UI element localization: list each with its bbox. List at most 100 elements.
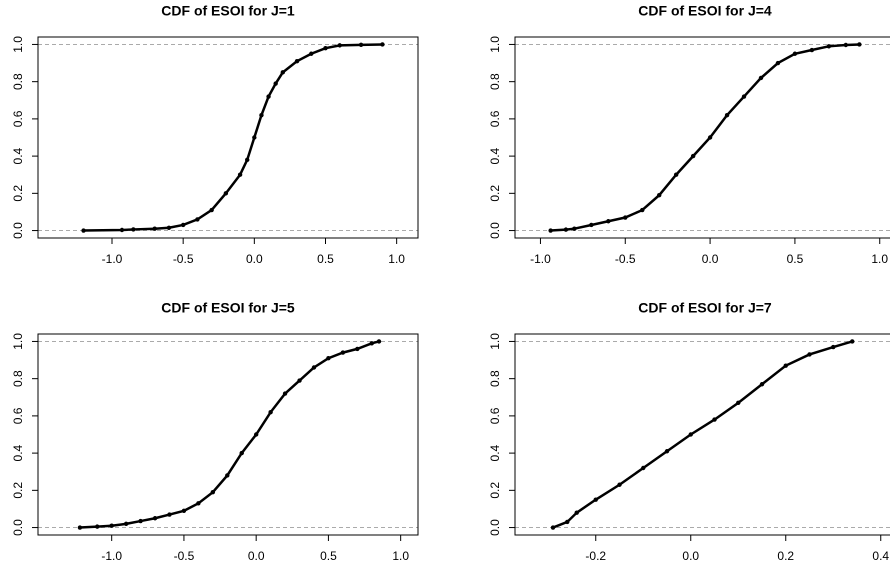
ecdf-point bbox=[589, 222, 594, 228]
y-tick-label: 0.8 bbox=[488, 73, 502, 90]
x-tick-label: 1.0 bbox=[388, 252, 405, 266]
ecdf-point bbox=[741, 94, 747, 99]
ecdf-point bbox=[792, 51, 798, 56]
panel: CDF of ESOI for J=4 -1.0 -0.5 0.0 0.5 1.0 0.0 0… bbox=[488, 3, 890, 266]
y-tick-label: 0.6 bbox=[11, 407, 25, 424]
ecdf-line bbox=[83, 43, 383, 232]
x-tick-label: 1.0 bbox=[871, 252, 888, 266]
plot-frame bbox=[514, 36, 890, 239]
panel: CDF of ESOI for J=5 -1.0 -0.5 0.0 0.5 1.0 0.0 0… bbox=[11, 300, 419, 563]
x-tick-label: -1.0 bbox=[101, 549, 122, 563]
y-tick-label: 0.0 bbox=[488, 222, 502, 239]
x-tick-label: 0.0 bbox=[702, 252, 719, 266]
ecdf-point bbox=[688, 432, 693, 437]
y-tick-label: 0.0 bbox=[488, 519, 502, 536]
ecdf-point bbox=[77, 525, 83, 530]
ecdf-point bbox=[724, 112, 730, 118]
y-tick-label: 1.0 bbox=[11, 333, 25, 350]
ecdf-point bbox=[355, 346, 360, 352]
ecdf-point bbox=[673, 172, 679, 177]
ecdf-point bbox=[563, 227, 569, 232]
y-tick-label: 0.4 bbox=[488, 444, 502, 461]
ecdf-point bbox=[337, 43, 342, 48]
ecdf-point bbox=[253, 432, 259, 437]
ecdf-point bbox=[152, 226, 157, 231]
ecdf-point bbox=[565, 519, 570, 525]
y-tick-label: 0.6 bbox=[488, 407, 502, 424]
ecdf-point bbox=[119, 227, 125, 233]
ecdf-point bbox=[326, 355, 331, 361]
ecdf-point bbox=[323, 45, 328, 51]
x-tick-label: -1.0 bbox=[530, 252, 551, 266]
ecdf-point bbox=[850, 339, 855, 344]
x-tick-label: -1.0 bbox=[102, 252, 123, 266]
x-tick-label: 0.0 bbox=[682, 549, 699, 563]
ecdf-point bbox=[309, 51, 314, 56]
chart-title: CDF of ESOI for J=7 bbox=[638, 300, 772, 316]
ecdf-point bbox=[736, 400, 741, 406]
x-tick-label: 0.0 bbox=[246, 252, 263, 266]
ecdf-point bbox=[358, 42, 364, 48]
ecdf-point bbox=[758, 75, 764, 81]
ecdf-point bbox=[180, 222, 186, 228]
ecdf-point bbox=[775, 60, 781, 66]
x-tick-label: -0.2 bbox=[585, 549, 606, 563]
y-tick-label: 0.6 bbox=[488, 110, 502, 127]
ecdf-point bbox=[209, 207, 214, 213]
ecdf-point bbox=[95, 524, 100, 529]
ecdf-point bbox=[606, 219, 611, 224]
ecdf-point bbox=[196, 501, 201, 506]
ecdf-point bbox=[266, 94, 271, 99]
ecdf-point bbox=[809, 47, 815, 53]
ecdf-point bbox=[656, 192, 662, 198]
ecdf-point bbox=[759, 382, 765, 387]
ecdf-point bbox=[252, 135, 257, 140]
ecdf-point bbox=[369, 341, 374, 346]
ecdf-point bbox=[641, 465, 646, 471]
ecdf-point bbox=[340, 350, 346, 355]
ecdf-point bbox=[712, 417, 717, 422]
ecdf-point bbox=[195, 217, 200, 222]
ecdf-point bbox=[239, 450, 244, 456]
ecdf-line bbox=[550, 43, 860, 232]
ecdf-point bbox=[550, 525, 556, 530]
y-tick-label: 0.8 bbox=[488, 370, 502, 387]
plot-frame bbox=[514, 333, 890, 536]
ecdf-point bbox=[807, 352, 812, 357]
ecdf-point bbox=[857, 42, 862, 47]
ecdf-point bbox=[623, 215, 628, 220]
ecdf-point bbox=[617, 482, 622, 487]
x-tick-label: 0.5 bbox=[787, 252, 804, 266]
ecdf-point bbox=[574, 510, 579, 515]
ecdf-point bbox=[376, 339, 382, 344]
y-tick-label: 0.4 bbox=[11, 444, 25, 461]
ecdf-point bbox=[138, 518, 143, 524]
ecdf-point bbox=[181, 508, 187, 514]
ecdf-point bbox=[640, 207, 645, 213]
y-tick-label: 0.4 bbox=[488, 147, 502, 164]
y-tick-label: 0.0 bbox=[11, 519, 25, 536]
y-tick-label: 1.0 bbox=[488, 36, 502, 53]
x-tick-label: 0.5 bbox=[320, 549, 337, 563]
y-tick-label: 0.6 bbox=[11, 110, 25, 127]
y-tick-label: 0.4 bbox=[11, 147, 25, 164]
x-tick-label: 0.2 bbox=[777, 549, 794, 563]
x-tick-label: 1.0 bbox=[392, 549, 409, 563]
y-tick-label: 0.2 bbox=[11, 185, 25, 202]
ecdf-point bbox=[167, 512, 172, 517]
y-tick-label: 0.8 bbox=[11, 73, 25, 90]
ecdf-point bbox=[131, 227, 136, 232]
ecdf-point bbox=[268, 409, 273, 415]
ecdf-point bbox=[152, 516, 158, 521]
ecdf-point bbox=[123, 521, 129, 527]
chart-title: CDF of ESOI for J=1 bbox=[161, 3, 295, 19]
ecdf-line bbox=[79, 340, 380, 529]
y-tick-label: 0.8 bbox=[11, 370, 25, 387]
ecdf-point bbox=[245, 157, 250, 163]
ecdf-point bbox=[109, 523, 114, 528]
ecdf-point bbox=[690, 153, 696, 159]
ecdf-point bbox=[273, 81, 278, 86]
x-tick-label: 0.5 bbox=[317, 252, 334, 266]
panel: CDF of ESOI for J=7 -0.2 0.0 0.2 0.4 0.0 0.2 0.… bbox=[488, 300, 890, 563]
